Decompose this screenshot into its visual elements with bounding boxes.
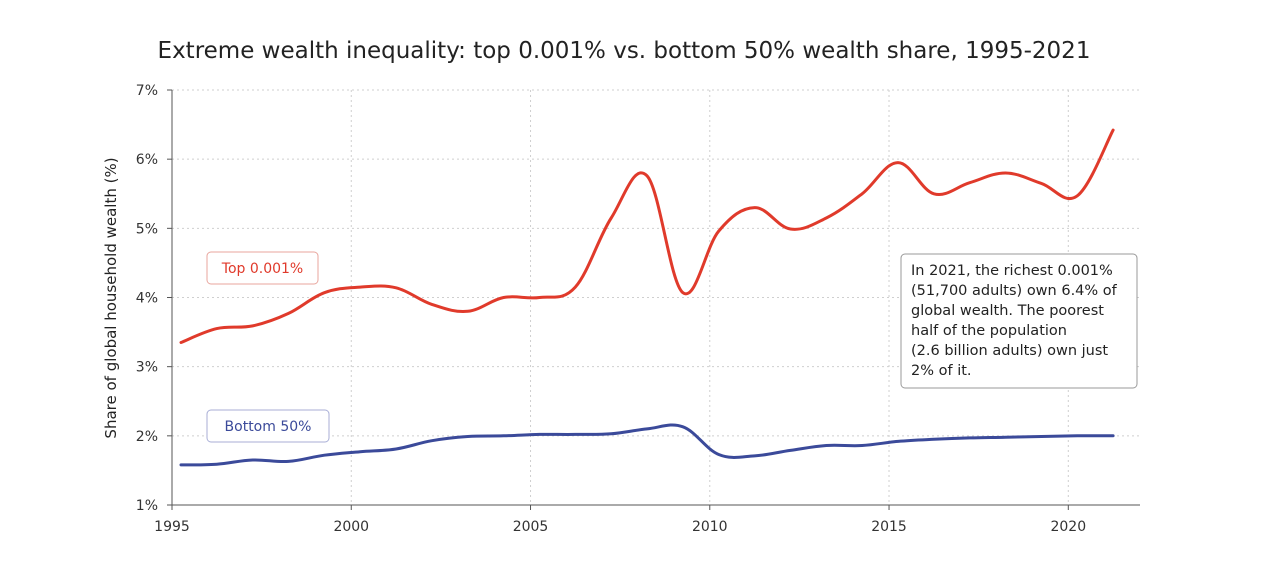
annotation-line: 2% of it.	[911, 363, 972, 379]
y-tick-label: 5%	[136, 221, 158, 237]
series-line-top	[179, 128, 1115, 344]
annotation-line: (51,700 adults) own 6.4% of	[911, 283, 1118, 299]
x-tick-label: 2005	[513, 519, 549, 535]
x-tick-label: 2010	[692, 519, 728, 535]
series-label-bottom: Bottom 50%	[206, 409, 330, 443]
x-tick-label: 2020	[1050, 519, 1086, 535]
series-label-top-text: Top 0.001%	[221, 261, 303, 277]
axes	[167, 89, 1140, 510]
y-tick-label: 3%	[136, 360, 158, 376]
y-tick-label: 1%	[136, 498, 158, 514]
y-tick-label: 7%	[136, 83, 158, 99]
y-tick-label: 6%	[136, 152, 158, 168]
x-tick-label: 2000	[333, 519, 369, 535]
x-tick-label: 1995	[154, 519, 190, 535]
annotation-line: half of the population	[911, 323, 1067, 339]
annotation-line: In 2021, the richest 0.001%	[911, 263, 1113, 279]
y-tick-label: 4%	[136, 291, 158, 307]
y-tick-label: 2%	[136, 429, 158, 445]
annotation-line: global wealth. The poorest	[911, 303, 1104, 319]
tick-labels: 1% 2% 3% 4% 5% 6% 7% 1995 2000 2005 2010 2015 2020	[136, 83, 1086, 535]
y-axis-label: Share of global household wealth (%)	[102, 157, 120, 438]
series-line-bottom	[179, 423, 1115, 467]
annotation-box: In 2021, the richest 0.001% (51,700 adul…	[900, 253, 1138, 389]
series-label-bottom-text: Bottom 50%	[225, 419, 312, 435]
chart-title: Extreme wealth inequality: top 0.001% vs…	[157, 38, 1091, 64]
x-tick-label: 2015	[871, 519, 907, 535]
series-label-top: Top 0.001%	[206, 251, 319, 285]
series-lines	[179, 128, 1115, 467]
annotation-line: (2.6 billion adults) own just	[911, 343, 1108, 359]
